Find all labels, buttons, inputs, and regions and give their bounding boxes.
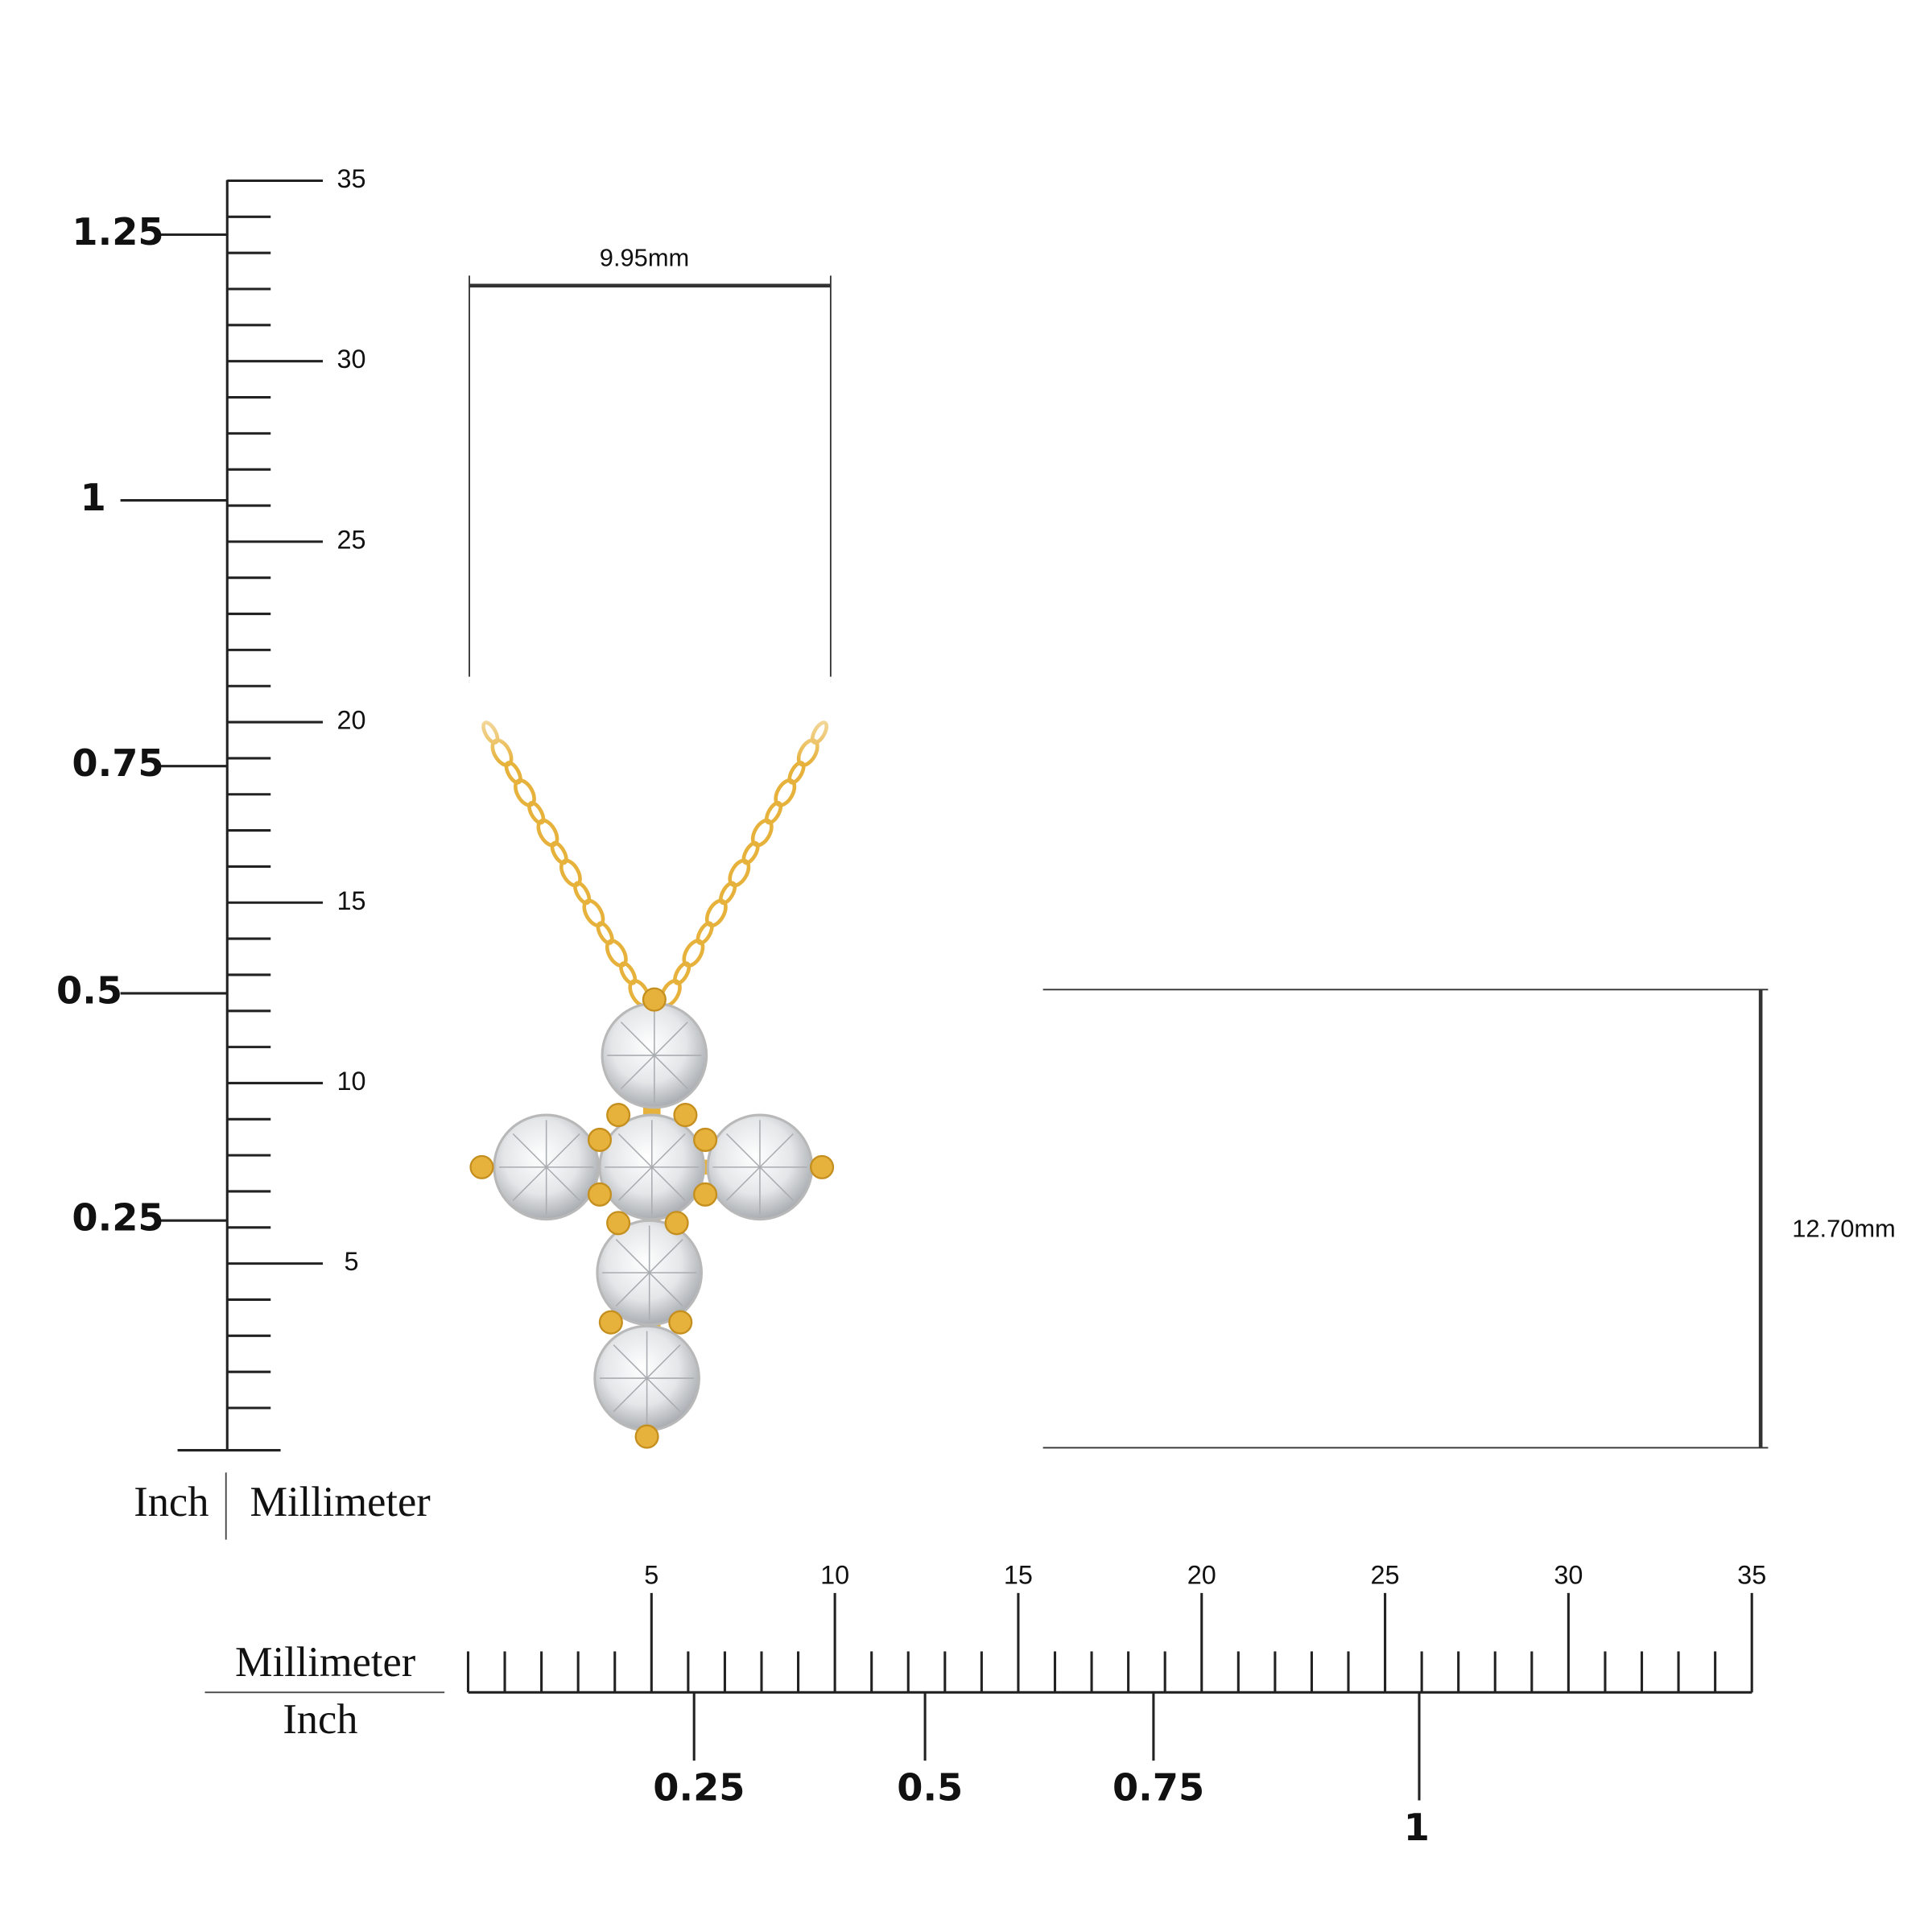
prong	[673, 1103, 698, 1128]
height-label: 12.70mm	[1792, 1215, 1896, 1243]
mm-label: 30	[336, 345, 365, 374]
facet	[546, 1133, 580, 1168]
mm-label: 10	[336, 1067, 365, 1096]
facet	[613, 1377, 648, 1413]
facet	[759, 1166, 794, 1201]
mm-label: 35	[336, 164, 365, 193]
prong	[606, 1211, 631, 1236]
facet	[725, 1166, 761, 1201]
prong	[598, 1310, 623, 1335]
facet	[651, 1133, 686, 1168]
width-label: 9.95mm	[600, 244, 689, 272]
facet	[654, 1055, 688, 1090]
unit-label: Millimeter	[250, 1479, 430, 1525]
mm-label: 25	[336, 525, 365, 554]
facet	[615, 1272, 650, 1307]
facet	[617, 1133, 653, 1168]
unit-label: Inch	[283, 1696, 357, 1743]
prong	[668, 1310, 693, 1335]
mm-label: 15	[1004, 1560, 1033, 1589]
mm-label: 25	[1371, 1560, 1400, 1589]
cross-pendant	[459, 676, 844, 1449]
inch-label: 0.5	[56, 968, 122, 1012]
inch-label: 0.25	[653, 1766, 745, 1810]
prong	[664, 1211, 689, 1236]
inch-label: 0.75	[72, 741, 163, 785]
mm-label: 35	[1737, 1560, 1766, 1589]
prong	[810, 1154, 835, 1179]
inch-label: 0.25	[72, 1196, 163, 1240]
prong	[693, 1127, 718, 1152]
prong	[469, 1154, 494, 1179]
facet	[512, 1133, 547, 1168]
facet	[546, 1166, 580, 1201]
horizontal-ruler: Millimeter Inch 5 10 15 20 25 30 35 0.25 0.5 0.75…	[204, 1560, 1766, 1849]
facet	[646, 1377, 681, 1413]
prong	[642, 987, 667, 1012]
facet	[649, 1238, 683, 1274]
mm-label: 5	[344, 1247, 358, 1276]
inch-label: 1	[80, 476, 106, 519]
prong	[634, 1424, 659, 1449]
prong	[587, 1182, 613, 1207]
facet	[649, 1272, 683, 1307]
facet	[512, 1166, 547, 1201]
prong	[606, 1103, 631, 1128]
mm-label: 10	[820, 1560, 849, 1589]
unit-label: Inch	[134, 1479, 208, 1525]
mm-label: 30	[1554, 1560, 1583, 1589]
mm-label: 15	[336, 886, 365, 915]
facet	[651, 1166, 686, 1201]
mm-label: 20	[1187, 1560, 1216, 1589]
mm-label: 20	[336, 706, 365, 735]
facet	[613, 1344, 648, 1379]
facet	[646, 1344, 681, 1379]
inch-label: 1.25	[72, 210, 163, 254]
width-dimension: 9.95mm	[469, 244, 832, 683]
facet	[617, 1166, 653, 1201]
prong	[693, 1182, 718, 1207]
vertical-ruler: Inch Millimeter 35 30 25 20 15 10 5 1.25 1 0.75 0.…	[56, 164, 431, 1540]
inch-label: 0.75	[1113, 1766, 1204, 1810]
facet	[615, 1238, 650, 1274]
facet	[620, 1022, 655, 1056]
height-dimension: 12.70mm	[1042, 989, 1896, 1449]
facet	[620, 1055, 655, 1090]
mm-label: 5	[644, 1560, 658, 1589]
unit-label: Millimeter	[235, 1639, 415, 1686]
chain-fade	[459, 676, 844, 764]
prong	[587, 1127, 613, 1152]
inch-label: 0.5	[897, 1766, 963, 1810]
facet	[654, 1022, 688, 1056]
facet	[759, 1133, 794, 1168]
inch-label: 1	[1404, 1806, 1430, 1849]
facet	[725, 1133, 761, 1168]
